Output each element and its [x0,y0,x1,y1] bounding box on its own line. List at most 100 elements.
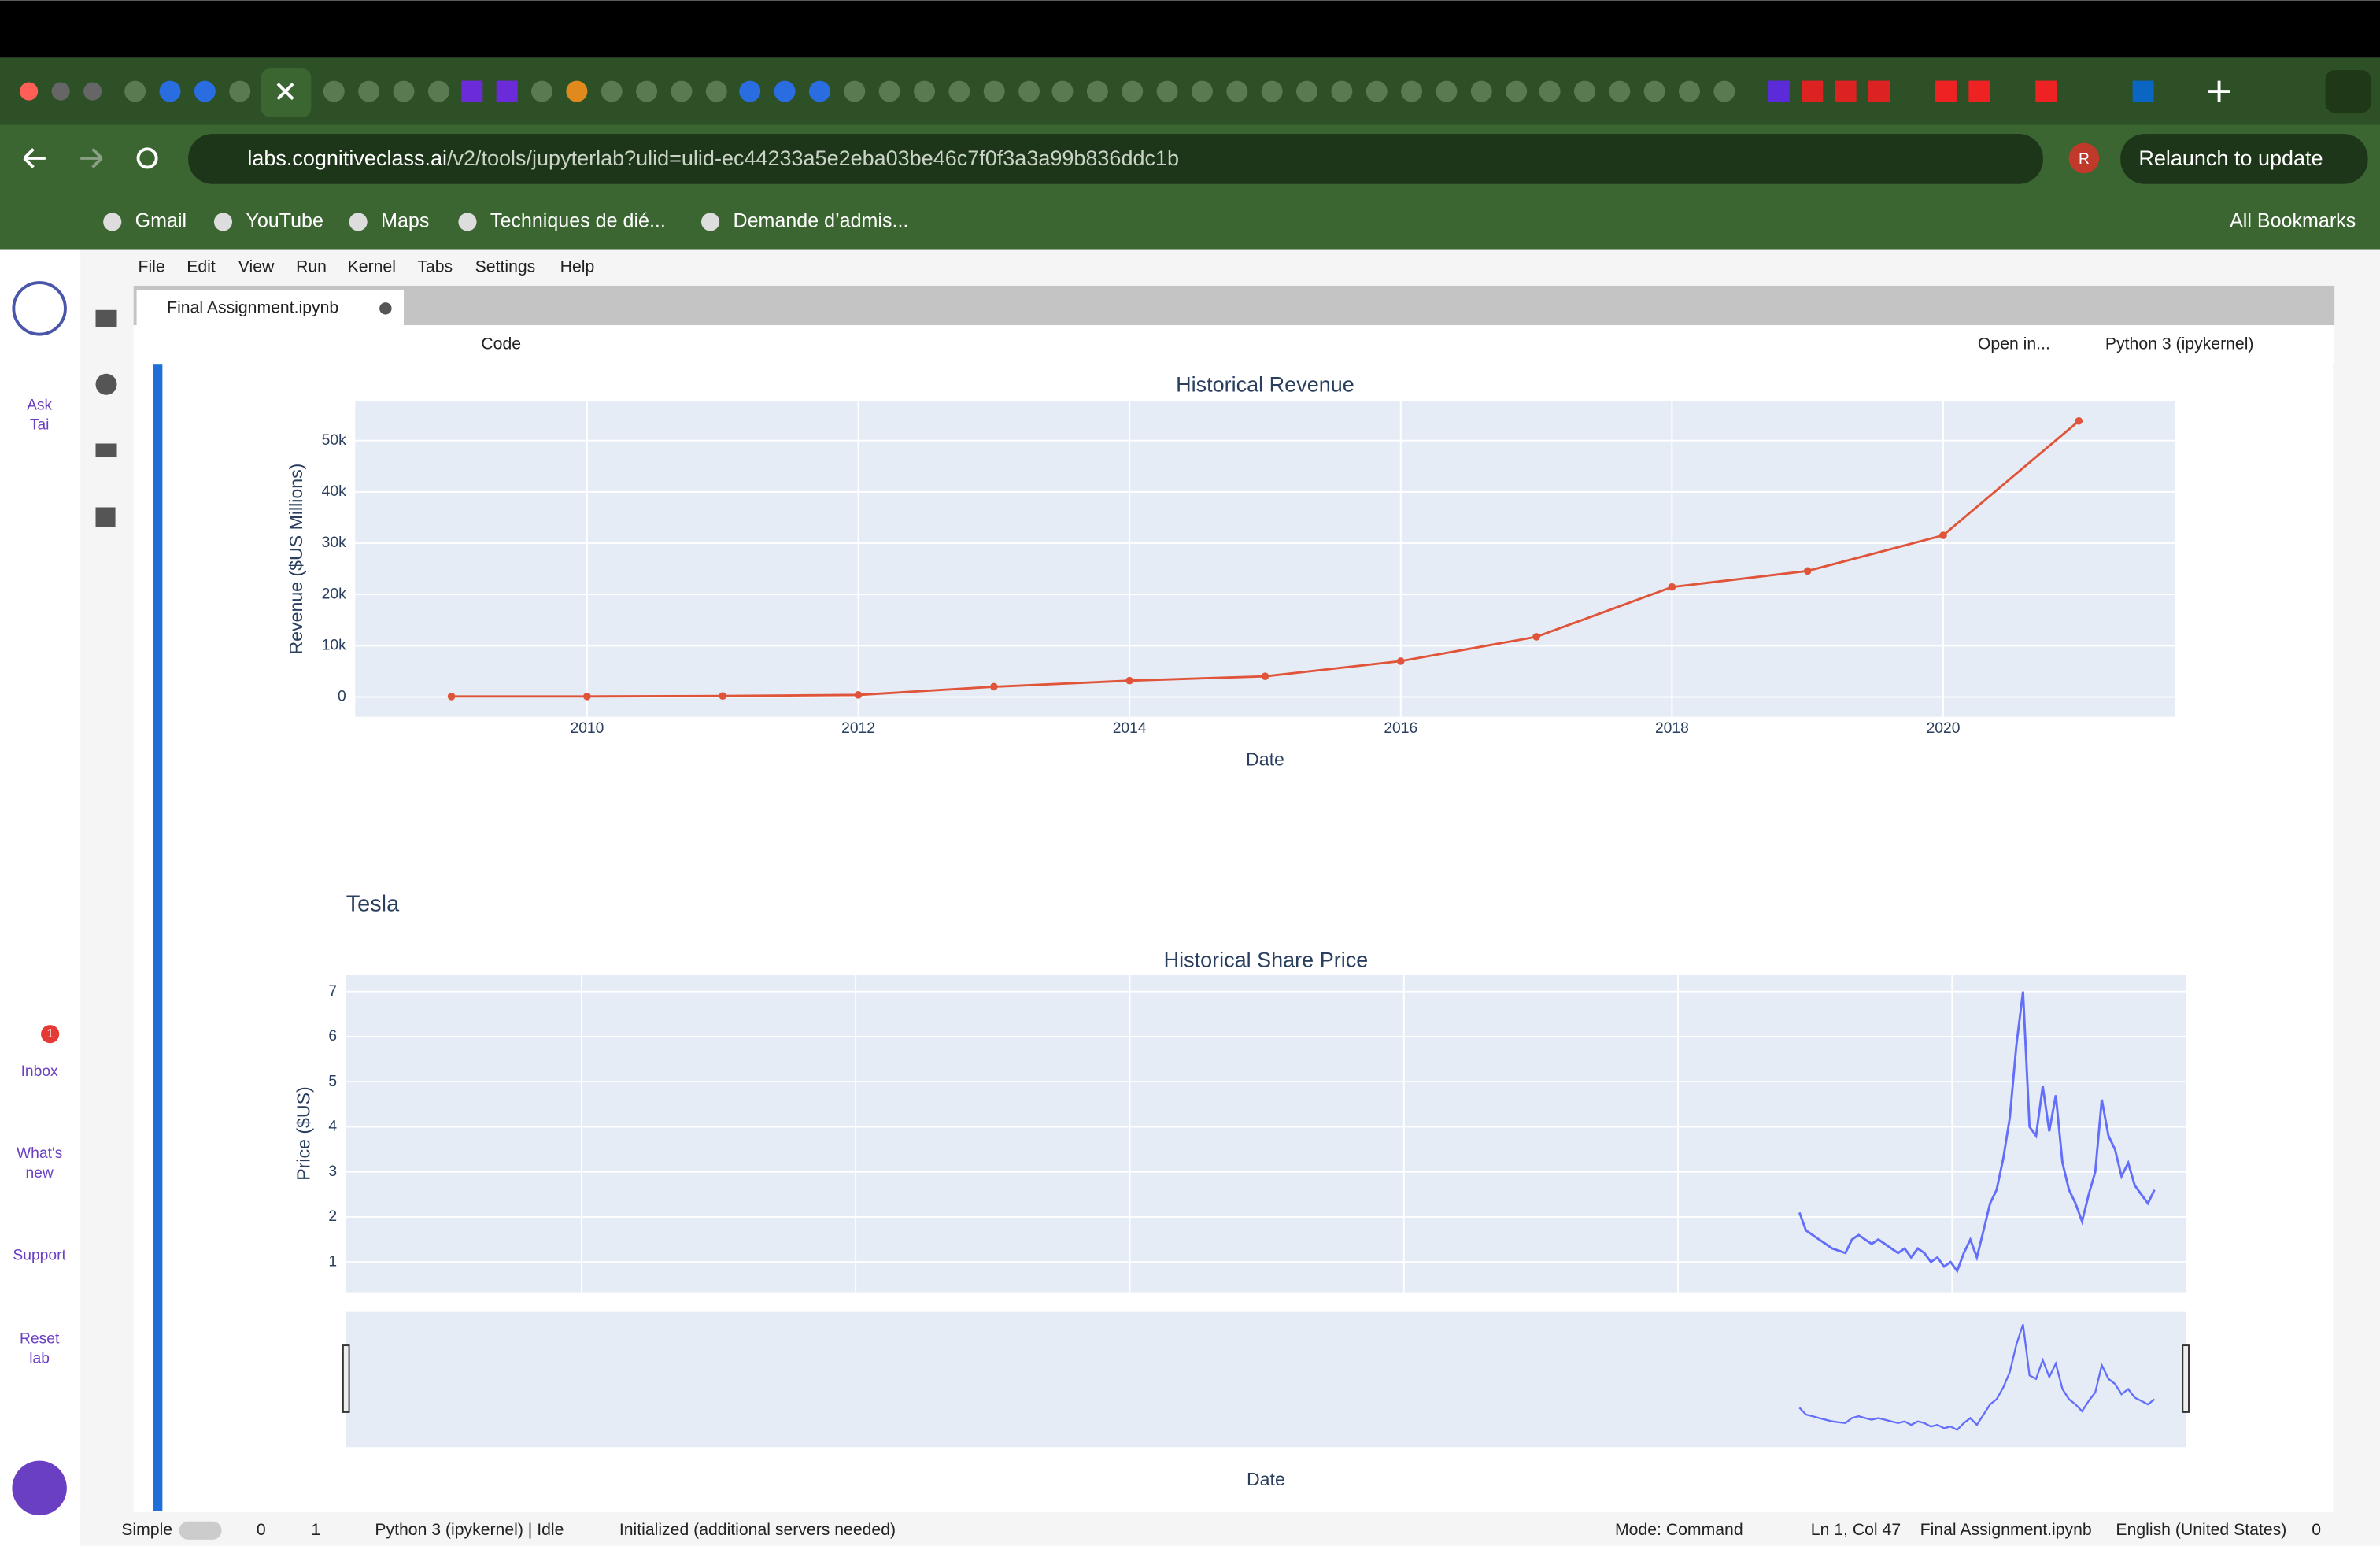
y-tick-label: 4 [328,1119,337,1135]
menu-bar: File Edit View Run Kernel Tabs Settings Help [139,257,595,276]
x-axis-label: Date [1247,1469,1285,1489]
relaunch[interactable] [2120,134,2368,184]
slider-handle[interactable] [342,1344,350,1413]
bookmarks: Gmail YouTube Maps Techniques de dié... Dema… [103,210,908,232]
status-pos: Ln 1, Col 47 [1811,1521,1901,1539]
point [583,692,591,701]
reload[interactable] [136,147,158,169]
point [854,691,863,699]
point [2075,416,2083,425]
reset[interactable]: Reset [20,1330,60,1347]
menu-item[interactable]: Kernel [348,257,396,276]
bookmark-icon [213,213,233,231]
line [1798,991,2156,1274]
profile[interactable] [2068,142,2100,174]
menu-item[interactable]: Run [296,257,327,276]
kernel[interactable]: Python 3 (ipykernel) [2105,335,2254,353]
plot-area [346,975,2186,1293]
y-tick-label: 6 [328,1028,337,1045]
point [1803,567,1812,575]
profile-initial: R [2079,151,2090,168]
x-tick-label: 2010 [571,720,604,737]
close[interactable] [20,82,39,101]
y-tick-label: 2 [328,1208,337,1225]
x-tick-label: 2018 [1655,720,1689,737]
point [1125,676,1133,685]
bookmark[interactable]: Maps [381,210,429,232]
top-bar [0,0,2380,58]
y-tick-label: 50k [322,432,346,449]
avatar[interactable] [12,1460,67,1516]
y-tick-label: 1 [328,1253,337,1270]
slider-handle[interactable] [2182,1344,2190,1413]
x-tick-label: 2012 [841,720,875,737]
url-host: labs.cognitiveclass.ai [247,146,447,170]
point [719,692,727,701]
left-sidebar [0,249,81,1546]
address-bar[interactable] [188,134,2043,184]
point [1396,657,1405,665]
cell-type[interactable]: Code [481,335,521,353]
y-tick-label: 10k [322,637,346,653]
all-bookmarks[interactable]: All Bookmarks [2230,210,2356,232]
menu-item[interactable]: Tabs [417,257,453,276]
tab-menu[interactable] [2325,70,2371,113]
plot-area [355,401,2175,717]
notebook-tab[interactable] [136,290,405,326]
back[interactable] [23,147,46,168]
bookmark-icon [103,213,122,231]
whats-new[interactable]: What's [17,1145,62,1162]
menu-item[interactable]: Help [560,257,595,276]
ask-tai-2[interactable]: Tai [30,416,50,433]
status-lang: English (United States) [2116,1521,2286,1539]
menu-item[interactable]: File [139,257,165,276]
bookmark-icon [349,213,368,231]
new-tab[interactable] [2208,80,2230,102]
y-tick-label: 7 [328,983,337,1000]
tab-close[interactable] [276,83,294,101]
status-kernels: 1 [311,1521,320,1539]
menu-item[interactable]: Settings [475,257,536,276]
menu-item[interactable]: Edit [187,257,216,276]
open-in[interactable]: Open in... [1978,335,2050,353]
status-simple[interactable]: Simple [121,1521,172,1539]
tab-bar [133,285,2335,326]
x-axis-label: Date [1246,749,1284,770]
y-tick-label: 5 [328,1073,337,1089]
x-tick-label: 2014 [1113,720,1147,737]
y-axis-label: Price ($US) [294,1086,314,1181]
bookmark[interactable]: Techniques de dié... [490,210,666,232]
min[interactable] [51,82,70,101]
badge-count: 1 [46,1027,54,1041]
reset-2[interactable]: lab [29,1351,50,1367]
bookmark[interactable]: Gmail [135,210,187,232]
max[interactable] [83,82,102,101]
inbox[interactable]: Inbox [21,1063,58,1080]
chart-revenue: 2010 2012 2014 2016 2018 2020 0 10k 20k 30k 40k 50k… [286,372,2175,770]
status-notif: 0 [2312,1521,2321,1539]
toggle[interactable] [179,1521,222,1540]
bookmark-icon [458,213,477,231]
chart-price: 1 2 3 4 5 6 7 Historical Share Price Date Price (… [294,948,2190,1489]
status-terms: 0 [257,1521,266,1539]
y-tick-label: 3 [328,1163,337,1180]
cell-marker [153,364,163,1511]
x-tick-label: 2016 [1384,720,1417,737]
whats-new-2[interactable]: new [25,1165,53,1182]
ask-tai[interactable]: Ask [27,397,52,413]
url: labs.cognitiveclass.ai/v2/tools/jupyterl… [247,146,1179,170]
support[interactable]: Support [13,1247,66,1263]
y-tick-label: 30k [322,534,346,551]
status-file: Final Assignment.ipynb [1920,1521,2092,1539]
status-kernel: Python 3 (ipykernel) | Idle [375,1521,564,1539]
x-tick-label: 2020 [1927,720,1961,737]
menu-item[interactable]: View [238,257,275,276]
bookmark[interactable]: Demande d’admis... [734,210,909,232]
status-bar [80,1514,2380,1546]
bookmark[interactable]: YouTube [246,210,323,232]
y-tick-label: 40k [322,483,346,500]
status-init: Initialized (additional servers needed) [619,1521,896,1539]
logo [12,281,67,336]
